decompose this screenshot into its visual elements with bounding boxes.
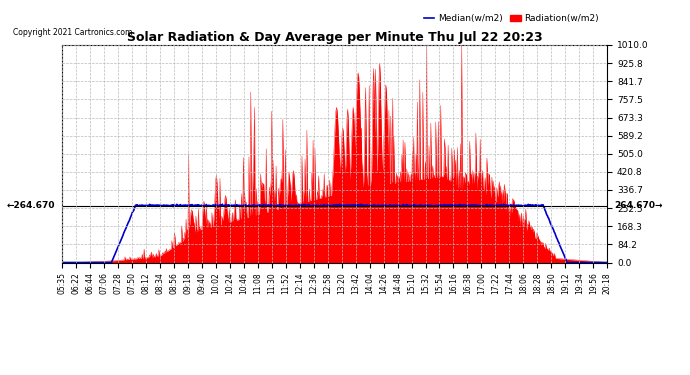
- Legend: Median(w/m2), Radiation(w/m2): Median(w/m2), Radiation(w/m2): [420, 10, 602, 27]
- Text: Copyright 2021 Cartronics.com: Copyright 2021 Cartronics.com: [13, 28, 132, 37]
- Text: ←264.670: ←264.670: [7, 201, 55, 210]
- Title: Solar Radiation & Day Average per Minute Thu Jul 22 20:23: Solar Radiation & Day Average per Minute…: [127, 31, 542, 44]
- Text: 264.670→: 264.670→: [614, 201, 662, 210]
